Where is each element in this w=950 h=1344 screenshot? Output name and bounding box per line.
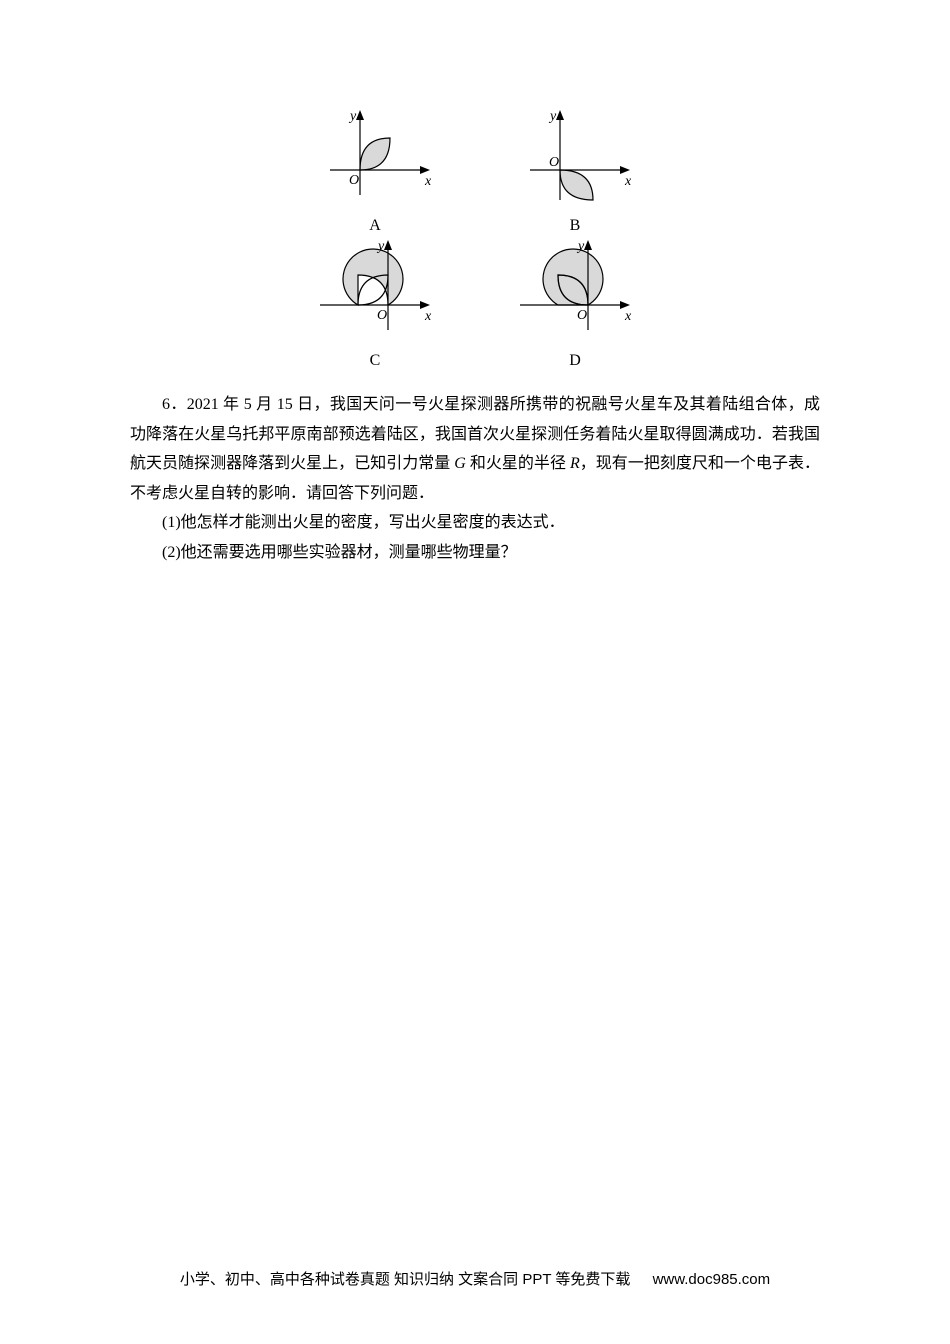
graph-label-c: C xyxy=(305,352,445,370)
graph-a-svg: y x O xyxy=(305,100,445,210)
svg-text:x: x xyxy=(624,174,632,189)
graph-b-svg: y x O xyxy=(505,100,645,210)
sub-question-2: (2)他还需要选用哪些实验器材，测量哪些物理量？ xyxy=(130,538,820,568)
svg-text:O: O xyxy=(549,155,559,170)
svg-text:y: y xyxy=(576,239,585,254)
graph-row-2: y x O C xyxy=(275,235,675,370)
svg-text:y: y xyxy=(548,109,557,124)
graphs-container: y x O A y x xyxy=(275,100,675,370)
footer-text: 小学、初中、高中各种试卷真题 知识归纳 文案合同 PPT 等免费下载 xyxy=(180,1271,631,1288)
svg-text:O: O xyxy=(577,308,587,323)
svg-text:O: O xyxy=(349,173,359,188)
page-footer: 小学、初中、高中各种试卷真题 知识归纳 文案合同 PPT 等免费下载 www.d… xyxy=(0,1268,950,1289)
graph-cell-d: y x O D xyxy=(505,235,645,370)
question-6-text: 6．2021 年 5 月 15 日，我国天问一号火星探测器所携带的祝融号火星车及… xyxy=(130,390,820,508)
svg-text:O: O xyxy=(377,308,387,323)
svg-text:x: x xyxy=(424,309,432,324)
footer-url: www.doc985.com xyxy=(653,1271,771,1288)
page-content: y x O A y x xyxy=(0,0,950,568)
graph-row-1: y x O A y x xyxy=(275,100,675,235)
graph-label-a: A xyxy=(305,217,445,235)
graph-label-d: D xyxy=(505,352,645,370)
svg-text:x: x xyxy=(624,309,632,324)
graph-cell-c: y x O C xyxy=(305,235,445,370)
graph-cell-b: y x O B xyxy=(505,100,645,235)
question-number: 6． xyxy=(162,396,187,413)
q-text-2: 和火星的半径 xyxy=(466,455,570,472)
var-r: R xyxy=(570,455,580,472)
var-g: G xyxy=(454,455,466,472)
graph-label-b: B xyxy=(505,217,645,235)
graph-c-svg: y x O xyxy=(305,235,445,345)
svg-text:x: x xyxy=(424,174,432,189)
svg-text:y: y xyxy=(376,239,385,254)
graph-d-svg: y x O xyxy=(505,235,645,345)
svg-text:y: y xyxy=(348,109,357,124)
sub-question-1: (1)他怎样才能测出火星的密度，写出火星密度的表达式． xyxy=(130,508,820,538)
graph-cell-a: y x O A xyxy=(305,100,445,235)
